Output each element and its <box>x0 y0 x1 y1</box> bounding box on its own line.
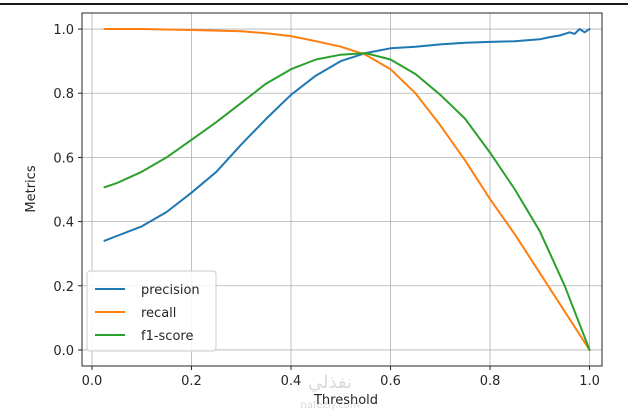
legend: precision recall f1-score <box>86 270 217 352</box>
plot-area-frame <box>81 12 603 367</box>
y-tick-label: 1.0 <box>53 23 74 38</box>
x-tick-label: 0.6 <box>380 374 401 389</box>
watermark-subtext: nafezly.com <box>300 400 359 410</box>
series-line-f1-score <box>103 52 591 351</box>
watermark-text: نفذلي <box>308 372 352 393</box>
x-axis-label: Threshold <box>313 393 378 408</box>
legend-box <box>86 270 217 352</box>
series-line-recall <box>103 28 591 351</box>
top-border-rule <box>0 3 628 5</box>
y-tick-label: 0.6 <box>53 151 74 166</box>
series-layer <box>103 28 591 351</box>
y-axis-label: Metrics <box>24 165 39 212</box>
watermark-logo: نفذلي nafezly.com <box>300 372 359 410</box>
y-tick-label: 0.0 <box>53 344 74 359</box>
series-line-precision <box>103 28 591 242</box>
y-tick-label: 0.2 <box>53 280 74 295</box>
x-tick-label: 0.8 <box>480 374 501 389</box>
tick-layer: 0.0 0.2 0.4 0.6 0.8 1.0 0.0 0.2 0.4 0.6 0.8 1.0 <box>53 23 600 389</box>
x-tick-label: 0.2 <box>181 374 202 389</box>
legend-label-recall: recall <box>141 306 176 321</box>
grid-layer <box>82 13 602 366</box>
legend-label-precision: precision <box>141 283 200 298</box>
legend-label-f1-score: f1-score <box>141 329 193 344</box>
x-tick-label: 0.4 <box>281 374 302 389</box>
y-tick-label: 0.8 <box>53 87 74 102</box>
x-tick-label: 1.0 <box>579 374 600 389</box>
x-tick-label: 0.0 <box>82 374 103 389</box>
y-tick-label: 0.4 <box>53 216 74 231</box>
